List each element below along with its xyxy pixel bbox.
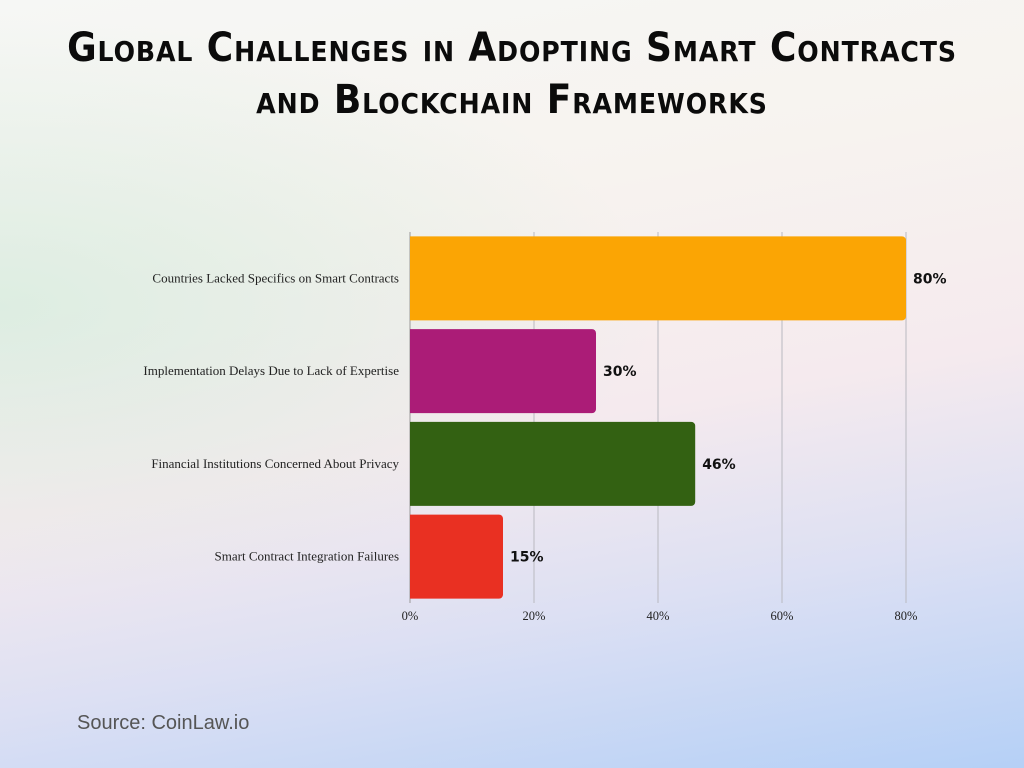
- bar: [410, 329, 596, 414]
- bar: [410, 514, 503, 599]
- data-label: 30%: [603, 364, 637, 380]
- category-label: Countries Lacked Specifics on Smart Cont…: [152, 270, 399, 285]
- source-note: Source: CoinLaw.io: [77, 712, 250, 734]
- chart-title: Global Challenges in Adopting Smart Cont…: [67, 25, 957, 123]
- x-tick-label: 80%: [895, 609, 918, 623]
- bar: [410, 421, 696, 506]
- x-tick-label: 40%: [647, 609, 670, 623]
- data-label: 15%: [510, 550, 544, 566]
- data-label: 80%: [913, 271, 947, 287]
- data-label: 46%: [702, 457, 736, 473]
- category-label: Implementation Delays Due to Lack of Exp…: [143, 363, 399, 378]
- x-tick-label: 0%: [402, 609, 419, 623]
- x-tick-label: 20%: [523, 609, 546, 623]
- category-label: Financial Institutions Concerned About P…: [151, 456, 399, 471]
- x-tick-label: 60%: [771, 609, 794, 623]
- category-label: Smart Contract Integration Failures: [215, 549, 399, 564]
- bar: [410, 236, 906, 321]
